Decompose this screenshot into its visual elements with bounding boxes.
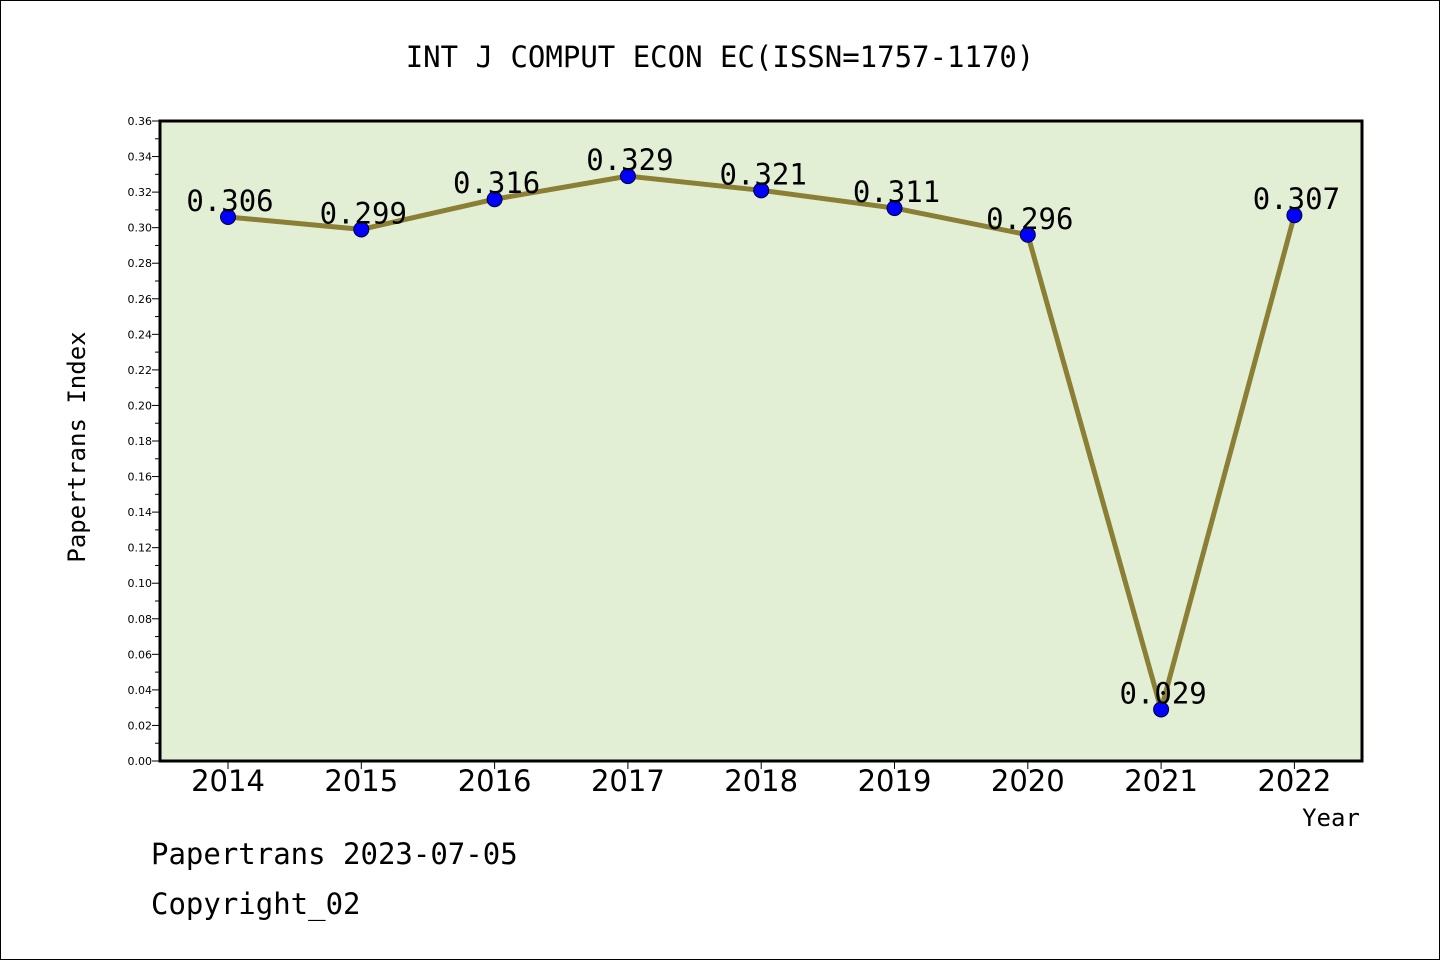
x-tick-label: 2018 <box>724 764 798 798</box>
data-labels: 0.306 0.299 0.316 0.329 0.321 0.311 0.296 0.029… <box>186 143 1340 710</box>
y-tick-label: 0.20 <box>128 399 153 412</box>
chart-title: INT J COMPUT ECON EC(ISSN=1757-1170) <box>406 40 1035 74</box>
data-label: 0.029 <box>1119 676 1206 710</box>
y-tick-label: 0.00 <box>128 755 153 768</box>
footer-copyright: Copyright_02 <box>151 887 361 921</box>
x-tick-label: 2020 <box>991 764 1065 798</box>
data-label: 0.296 <box>986 202 1073 236</box>
data-point <box>353 221 370 238</box>
y-tick-label: 0.18 <box>128 435 153 448</box>
plot-frame <box>158 119 1364 763</box>
data-series <box>220 168 1303 718</box>
x-tick-label: 2014 <box>191 764 265 798</box>
data-point <box>1286 207 1303 224</box>
data-label: 0.316 <box>453 166 540 200</box>
y-tick-label: 0.26 <box>128 293 153 306</box>
x-tick-label: 2016 <box>458 764 532 798</box>
y-tick-label: 0.32 <box>128 186 153 199</box>
data-point <box>1019 226 1036 243</box>
x-tick-label: 2015 <box>324 764 398 798</box>
y-axis-label: Papertrans Index <box>63 331 91 562</box>
x-tick-label: 2022 <box>1257 764 1331 798</box>
y-tick-label: 0.22 <box>128 364 153 377</box>
y-axis: 0.00 0.02 0.04 0.06 0.08 0.10 0.12 0.14 0.16 0.18… <box>128 115 160 768</box>
x-axis: 2014 2015 2016 2017 2018 2019 2020 2021 2022 <box>191 761 1331 798</box>
x-axis-label: Year <box>1302 804 1360 832</box>
data-label: 0.329 <box>586 143 673 177</box>
y-tick-label: 0.14 <box>128 506 153 519</box>
y-tick-label: 0.10 <box>128 577 153 590</box>
y-tick-label: 0.30 <box>128 222 153 235</box>
y-tick-label: 0.34 <box>128 151 153 164</box>
y-tick-label: 0.12 <box>128 542 153 555</box>
y-tick-label: 0.08 <box>128 613 153 626</box>
y-tick-label: 0.04 <box>128 684 153 697</box>
y-tick-label: 0.16 <box>128 471 153 484</box>
x-tick-label: 2021 <box>1124 764 1198 798</box>
y-tick-label: 0.06 <box>128 648 153 661</box>
data-label: 0.306 <box>186 184 273 218</box>
x-tick-label: 2017 <box>591 764 665 798</box>
data-point <box>886 200 903 217</box>
data-point <box>753 182 770 199</box>
data-label: 0.321 <box>720 157 807 191</box>
y-tick-label: 0.28 <box>128 257 153 270</box>
data-label: 0.311 <box>853 175 940 209</box>
y-tick-label: 0.02 <box>128 719 153 732</box>
x-tick-label: 2019 <box>858 764 932 798</box>
data-label: 0.307 <box>1253 182 1340 216</box>
y-tick-label: 0.36 <box>128 115 153 128</box>
data-point <box>619 168 636 185</box>
y-tick-label: 0.24 <box>128 328 153 341</box>
data-point <box>220 209 236 225</box>
data-point <box>486 191 503 208</box>
data-label: 0.299 <box>320 196 407 230</box>
footer-date: Papertrans 2023-07-05 <box>151 837 518 871</box>
data-point <box>1153 701 1170 718</box>
